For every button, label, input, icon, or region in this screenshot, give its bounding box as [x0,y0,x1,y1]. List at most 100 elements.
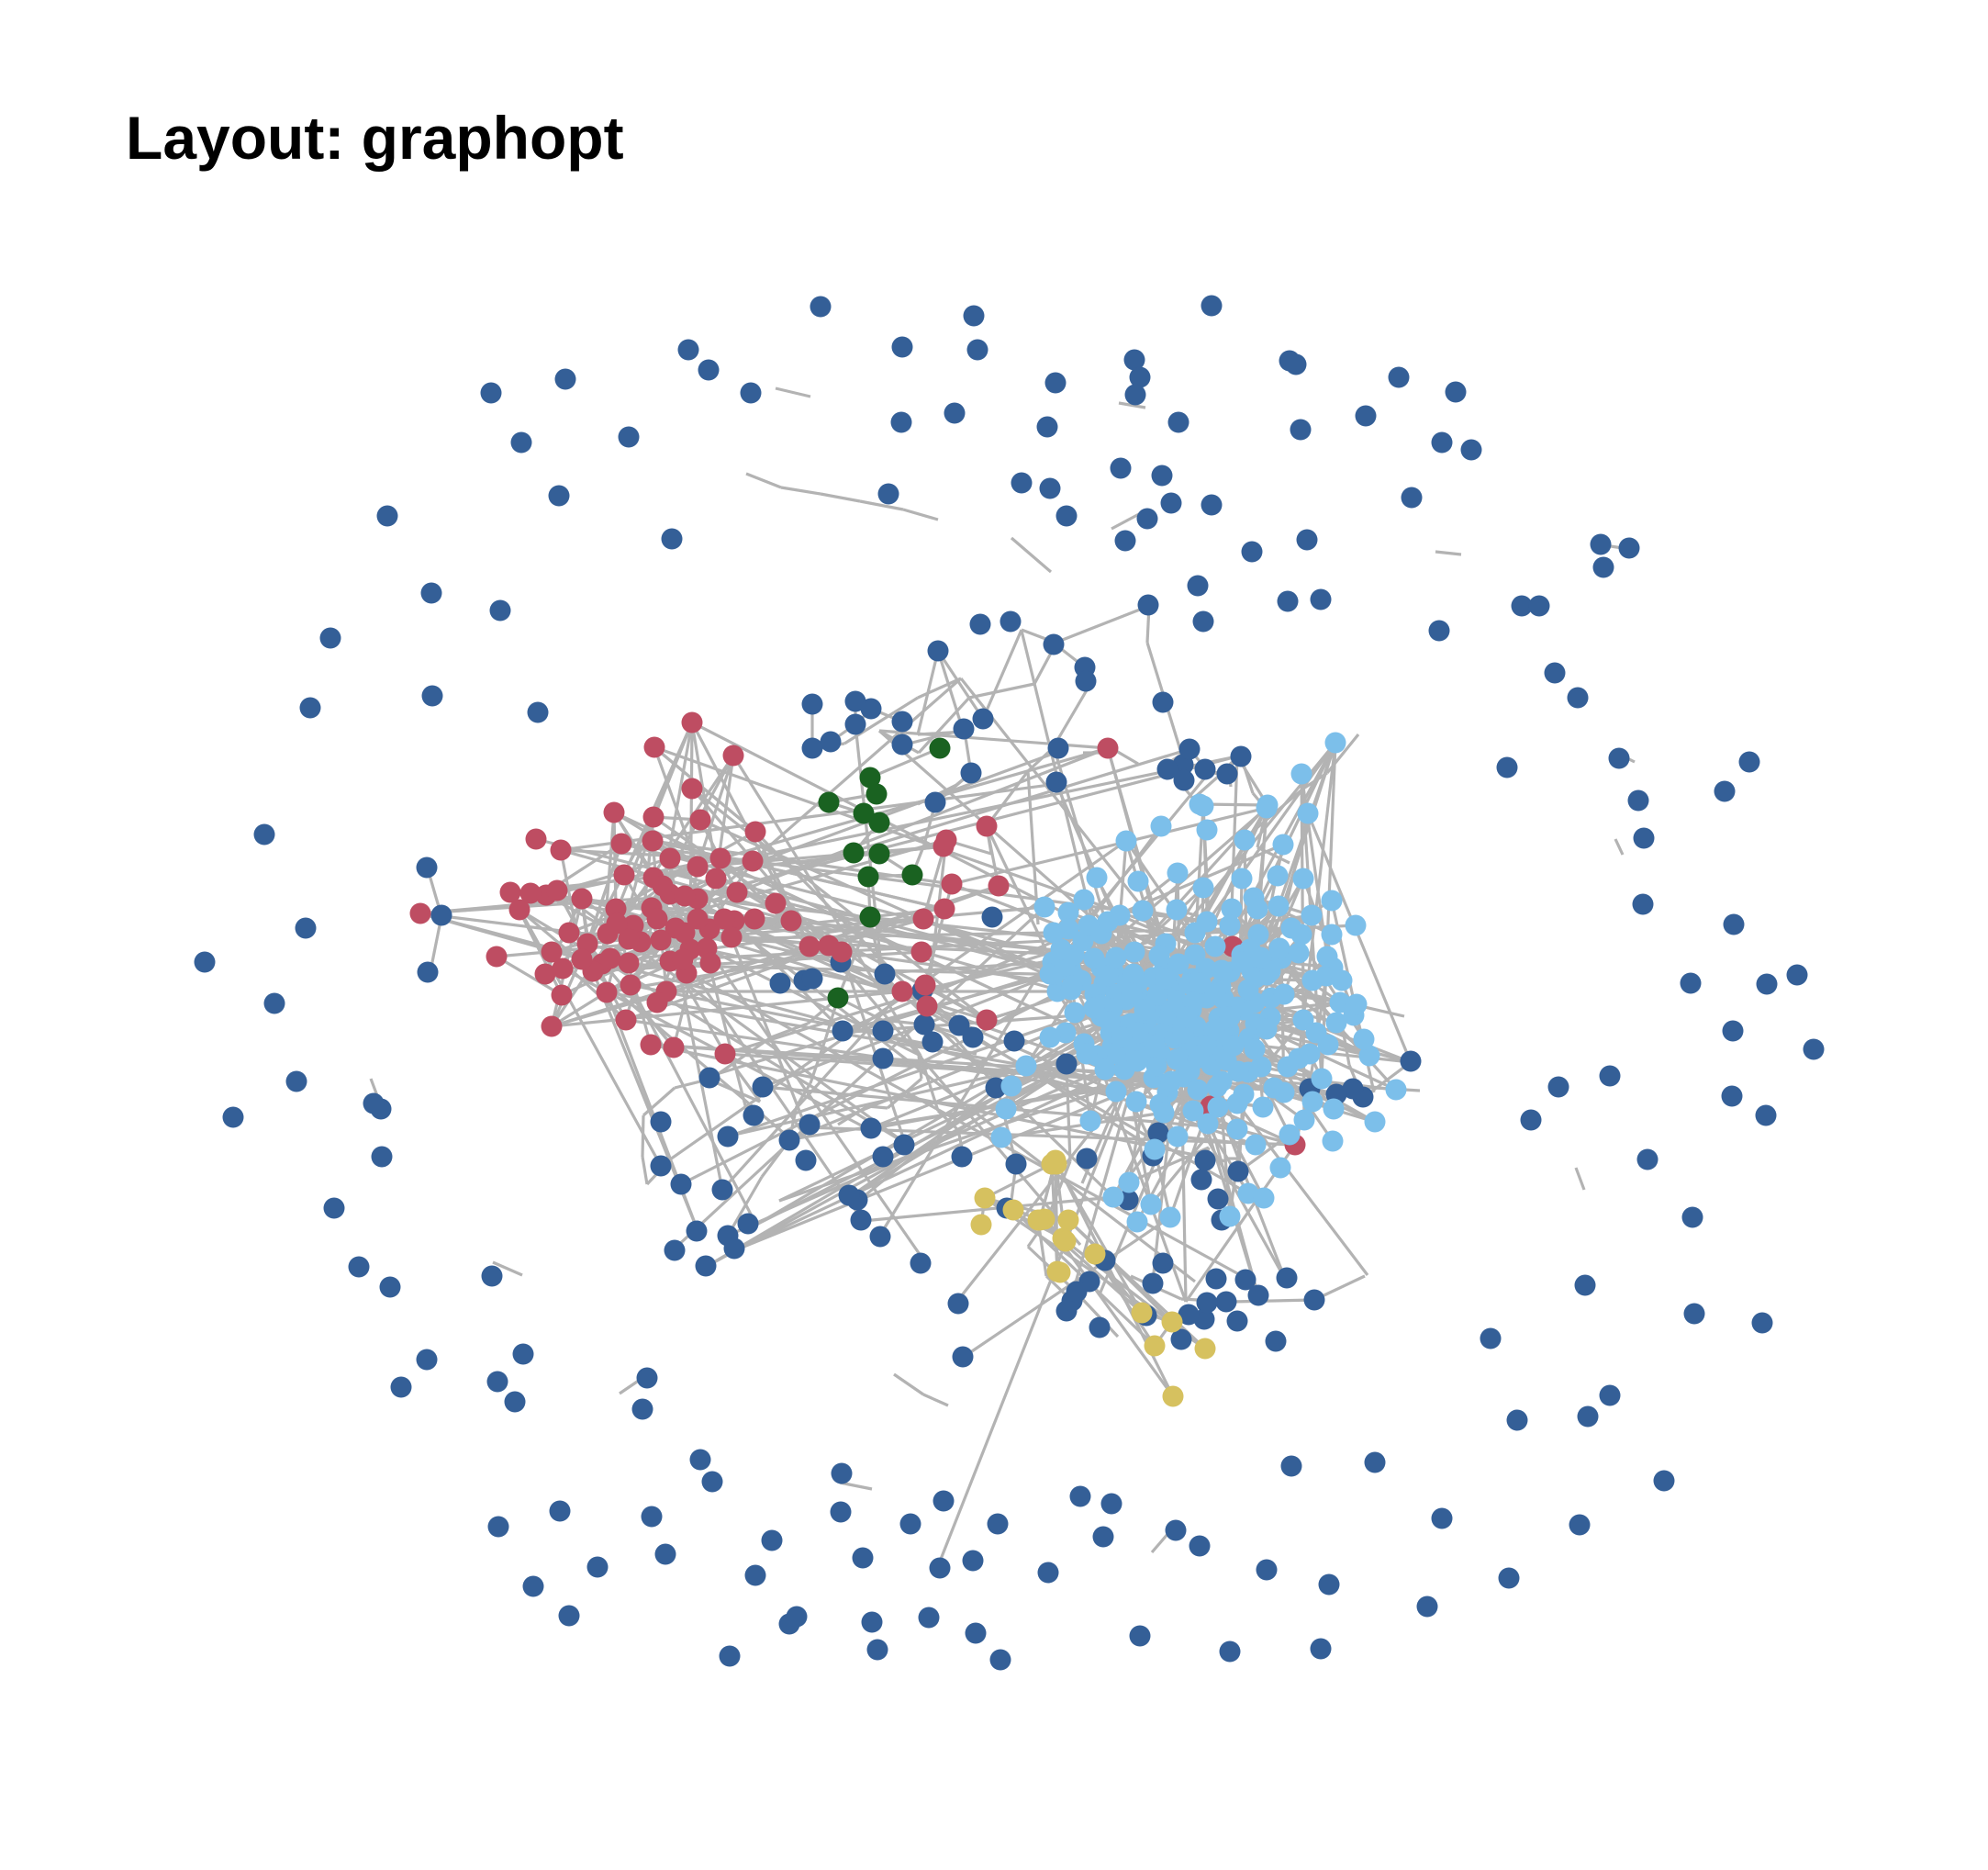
node-blue [1152,691,1174,713]
edge [726,1176,764,1237]
node-blue [522,1575,544,1597]
node-blue [963,305,985,327]
node-blue [486,1371,508,1393]
node-blue [1751,1312,1773,1334]
node-blue [1160,492,1182,514]
node-blue [285,1070,307,1092]
node-blue [1152,1252,1174,1274]
node-blue [1567,687,1589,709]
node-blue [987,1513,1009,1535]
node-red [643,736,665,758]
node-blue [1633,827,1655,849]
node-blue [1680,972,1702,994]
node-red [550,839,572,861]
node-blue [874,963,896,985]
node-red [976,1009,998,1031]
node-blue [1005,1153,1027,1175]
node-lightblue [1083,947,1105,969]
node-blue [891,711,913,733]
node-lightblue [1097,965,1119,987]
node-blue [1201,494,1223,516]
edge [492,1260,523,1277]
node-blue [1431,431,1453,454]
node-lightblue [1078,914,1100,936]
edge [1325,733,1360,775]
node-lightblue [1192,795,1214,817]
node-blue [1136,508,1158,530]
node-lightblue [1033,896,1055,918]
node-blue [689,1449,711,1471]
node-blue [1187,575,1209,597]
node-blue [717,1125,739,1148]
node-lightblue [1299,1043,1321,1065]
node-blue [1044,372,1067,394]
node-blue [1055,1053,1078,1075]
node-blue [962,1026,984,1048]
node-red [1097,737,1119,759]
edge [1191,755,1243,801]
node-blue [1167,411,1189,433]
edge [869,746,941,779]
node-blue [1290,419,1312,441]
node-blue [1714,780,1736,802]
node-blue [1428,620,1450,642]
node-lightblue [1167,953,1189,975]
node-red [672,948,694,970]
node-blue [1310,588,1332,610]
node-blue [1241,541,1263,563]
node-lightblue [1123,941,1145,963]
node-lightblue [1244,1038,1266,1060]
node-blue [641,1506,663,1528]
node-red [551,984,573,1006]
node-red [599,947,621,969]
node-lightblue [1305,1022,1327,1044]
node-red [534,963,556,985]
edge [936,650,965,731]
edge [653,745,757,834]
node-lightblue [1182,1100,1204,1122]
node-lightblue [1166,899,1188,921]
edge [968,682,1035,700]
node-green [827,987,849,1009]
node-red [508,899,531,921]
node-red [571,948,593,970]
edge [1176,872,1188,1303]
node-blue [1608,747,1630,769]
node-blue [850,1209,872,1231]
node-red [646,908,668,930]
node-red [486,946,508,968]
node-blue [1364,1451,1386,1473]
node-blue [1265,1330,1287,1352]
node-lightblue [1325,1012,1347,1034]
node-blue [1123,349,1145,371]
node-blue [548,485,570,507]
node-blue [1388,366,1410,388]
node-blue [504,1391,526,1413]
node-blue [795,1149,817,1171]
node-blue [743,1104,765,1126]
node-blue [719,1645,741,1667]
node-green [818,791,840,813]
node-blue [1124,384,1146,406]
node-yellow [1084,1243,1106,1265]
node-blue [618,426,640,448]
node-red [596,981,618,1003]
node-blue [1110,457,1132,479]
node-lightblue [1292,1009,1314,1031]
node-blue [1528,595,1550,617]
node-blue [711,1179,733,1201]
node-blue [1216,763,1238,785]
node-blue [1129,1625,1151,1647]
node-blue [1165,1519,1187,1541]
node-blue [1498,1567,1520,1589]
node-yellow [1162,1385,1184,1407]
node-red [912,908,934,930]
node-yellow [1161,1311,1183,1333]
edge [1067,1218,1207,1350]
node-blue [1401,487,1423,509]
node-red [689,809,711,831]
node-lightblue [1076,1043,1098,1065]
node-lightblue [1219,914,1241,936]
edge [641,1156,649,1185]
node-yellow [974,1187,996,1209]
